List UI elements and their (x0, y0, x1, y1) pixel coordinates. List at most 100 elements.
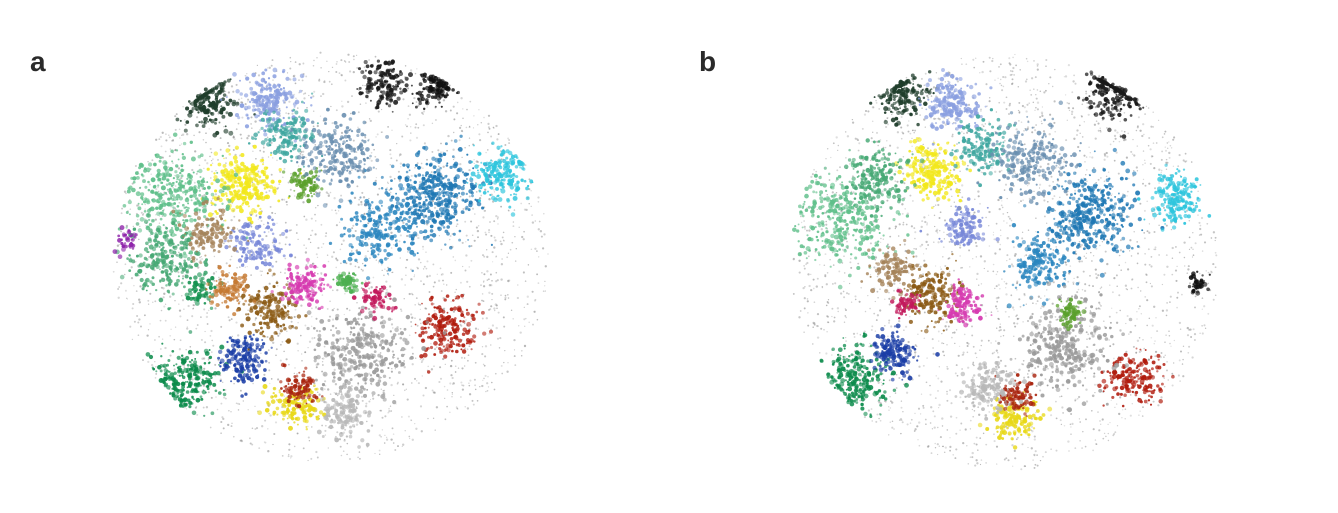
scatter-point (257, 193, 261, 197)
scatter-point (370, 247, 373, 250)
scatter-point (215, 130, 220, 136)
scatter-point (482, 331, 487, 336)
scatter-point (274, 212, 276, 215)
scatter-point (158, 138, 161, 141)
scatter-point (289, 188, 292, 191)
scatter-point (305, 402, 308, 405)
scatter-point (302, 93, 305, 95)
scatter-point (179, 144, 181, 146)
scatter-point (292, 77, 297, 82)
scatter-point (205, 377, 208, 380)
scatter-point (323, 273, 328, 277)
scatter-point (251, 427, 254, 430)
scatter-point (226, 78, 231, 83)
scatter-point (307, 346, 309, 349)
scatter-point (214, 121, 217, 125)
scatter-point (435, 213, 440, 219)
scatter-point (369, 99, 372, 102)
scatter-point (174, 387, 178, 392)
scatter-point (483, 116, 485, 119)
scatter-point (400, 308, 402, 311)
scatter-point (257, 363, 262, 368)
scatter-point (436, 172, 441, 177)
scatter-point (297, 350, 299, 352)
scatter-point (404, 430, 406, 432)
scatter-point (452, 163, 458, 169)
scatter-point (451, 299, 455, 302)
scatter-point (468, 125, 471, 128)
scatter-point (452, 382, 455, 385)
scatter-point (227, 111, 233, 117)
scatter-point (262, 161, 265, 164)
scatter-point (317, 286, 323, 291)
scatter-point (351, 95, 353, 98)
scatter-point (534, 298, 537, 301)
scatter-point (194, 364, 199, 369)
scatter-point (191, 315, 194, 318)
scatter-point (410, 325, 413, 328)
scatter-point (276, 159, 278, 162)
scatter-point (442, 165, 445, 168)
scatter-point (361, 399, 364, 402)
scatter-point (326, 307, 329, 310)
scatter-point (305, 387, 308, 391)
scatter-point (514, 364, 517, 366)
scatter-point (218, 106, 221, 108)
scatter-point (377, 65, 380, 68)
scatter-point (457, 338, 462, 343)
scatter-point (390, 231, 393, 234)
scatter-point (145, 352, 151, 357)
scatter-point (308, 413, 312, 417)
scatter-point (379, 80, 384, 85)
scatter-point (394, 449, 397, 451)
scatter-point (201, 258, 203, 260)
scatter-point (173, 364, 175, 367)
scatter-point (357, 175, 361, 179)
scatter-point (264, 351, 268, 355)
scatter-point (292, 75, 295, 78)
scatter-point (507, 297, 510, 299)
scatter-point (198, 131, 201, 134)
scatter-point (439, 267, 442, 270)
scatter-point (309, 278, 312, 281)
scatter-point (314, 299, 320, 304)
scatter-point (295, 382, 298, 385)
scatter-point (460, 381, 463, 384)
scatter-point (318, 78, 321, 81)
scatter-point (180, 354, 184, 358)
scatter-point (316, 57, 318, 59)
scatter-point (472, 127, 475, 129)
scatter-point (210, 89, 215, 95)
scatter-point (405, 266, 407, 269)
scatter-point (298, 295, 303, 300)
scatter-point (301, 359, 303, 362)
scatter-point (247, 330, 252, 335)
scatter-point (215, 396, 217, 398)
scatter-point (320, 67, 322, 69)
scatter-point (305, 294, 309, 299)
scatter-point (282, 389, 286, 393)
scatter-point (293, 421, 296, 424)
scatter-point (213, 255, 216, 258)
scatter-point (536, 250, 538, 252)
scatter-point (193, 360, 198, 365)
scatter-point (178, 374, 182, 377)
scatter-point (456, 305, 462, 311)
scatter-point (201, 357, 204, 360)
scatter-point (259, 158, 264, 163)
scatter-point (355, 54, 358, 57)
scatter-point (240, 323, 245, 328)
scatter-point (467, 340, 472, 345)
scatter-point (470, 313, 475, 318)
scatter-point (483, 183, 486, 187)
scatter-point (298, 289, 301, 292)
scatter-point (435, 346, 438, 349)
scatter-point (234, 354, 238, 358)
scatter-point (252, 104, 256, 108)
scatter-point (284, 257, 287, 260)
scatter-point (287, 422, 290, 424)
scatter-point (293, 315, 296, 318)
scatter-point (437, 337, 441, 341)
scatter-point (132, 225, 134, 228)
scatter-point (318, 307, 322, 311)
